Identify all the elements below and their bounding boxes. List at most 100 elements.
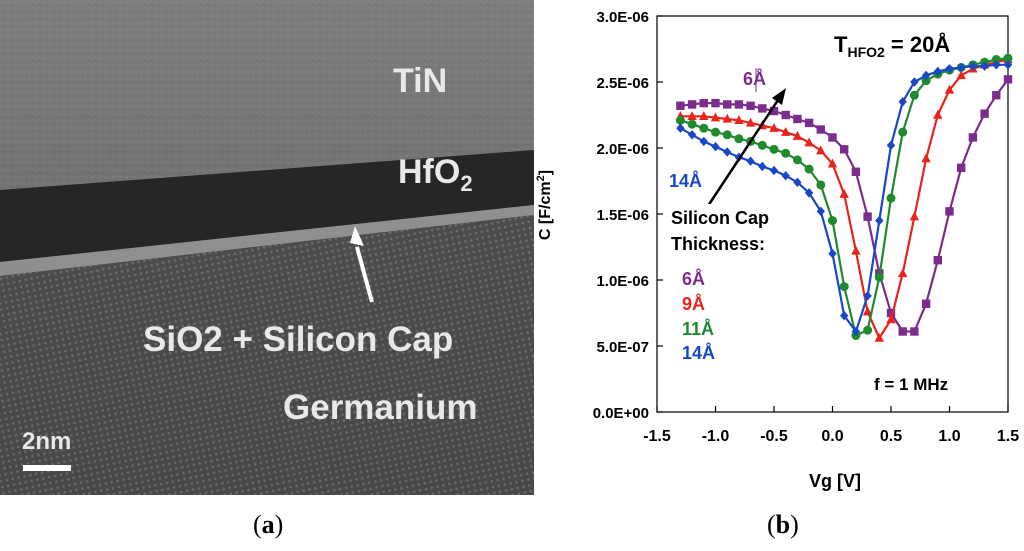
tem-image-texture: [0, 0, 534, 495]
caption-b: (b): [767, 510, 799, 540]
tem-micrograph: TiN HfO2 SiO2 + Silicon Cap Germanium 2n…: [0, 0, 534, 495]
y-tick-label: 0.0E+00: [593, 405, 649, 422]
data-point: [723, 147, 732, 157]
data-point: [886, 308, 896, 318]
data-point: [828, 216, 837, 226]
data-point: [863, 325, 873, 335]
hfo2-label: HfO2: [398, 153, 473, 197]
data-point: [734, 100, 744, 109]
caption-b-letter: b: [775, 510, 791, 539]
data-point: [886, 140, 896, 151]
legend-title-line2: Thickness:: [671, 234, 765, 254]
data-point: [921, 299, 931, 308]
data-point: [839, 282, 849, 292]
data-point: [711, 98, 720, 108]
y-tick-label: 2.0E-06: [596, 141, 649, 158]
y-tick-label: 2.5E-06: [596, 75, 649, 92]
data-point: [711, 127, 720, 137]
tin-label: TiN: [393, 62, 448, 100]
data-point: [711, 141, 720, 152]
data-point: [933, 256, 942, 265]
data-point: [734, 134, 744, 144]
data-point: [898, 327, 907, 336]
data-point: [710, 112, 721, 122]
data-point: [862, 306, 873, 316]
data-point: [910, 77, 919, 87]
data-point: [840, 145, 849, 154]
caption-b-open: (: [767, 510, 776, 539]
scale-bar: [23, 465, 71, 471]
data-point: [991, 55, 1001, 65]
legend-entry-14a: 14Å: [682, 343, 715, 363]
hfo2-label-base: HfO: [398, 153, 461, 191]
data-point: [722, 130, 732, 140]
legend-title-bg: [668, 204, 788, 256]
data-point: [699, 98, 708, 108]
cv-chart-panel: 0.0E+00 5.0E-07 1.0E-06 1.5E-06 2.0E-06 2.5E-…: [536, 0, 1024, 495]
caption-a: (a): [253, 510, 283, 540]
data-point: [827, 158, 838, 168]
hfo2-label-subscript: 2: [460, 170, 473, 196]
data-point: [687, 111, 697, 121]
data-point: [781, 171, 790, 181]
x-tick-label: 0.0: [821, 428, 843, 445]
data-point: [968, 133, 978, 142]
scale-bar-label: 2nm: [22, 428, 72, 455]
x-tick-label: -0.5: [760, 428, 788, 445]
data-point: [793, 177, 802, 188]
data-point: [944, 84, 955, 94]
legend-entry-6a: 6Å: [682, 269, 705, 289]
y-tick-label: 5.0E-07: [596, 339, 649, 356]
data-point: [757, 140, 767, 150]
data-point: [968, 61, 978, 71]
data-point: [676, 101, 685, 110]
data-point: [851, 326, 861, 337]
data-point: [945, 207, 954, 216]
thickness-top-label: 6Å: [743, 69, 766, 89]
data-point: [992, 91, 1001, 100]
data-point: [921, 70, 931, 81]
data-point: [828, 248, 837, 259]
data-point: [898, 127, 908, 137]
y-tick-label: 1.0E-06: [596, 273, 649, 290]
data-point: [863, 291, 872, 301]
cv-chart: 0.0E+00 5.0E-07 1.0E-06 1.5E-06 2.0E-06 2.5E-…: [536, 9, 1019, 491]
data-point: [1003, 53, 1013, 63]
data-point: [933, 109, 943, 119]
caption-b-close: ): [790, 510, 799, 539]
data-point: [745, 117, 756, 127]
data-point: [816, 125, 825, 134]
x-tick-label: -1.0: [702, 428, 730, 445]
data-point: [957, 163, 966, 172]
data-point: [699, 136, 708, 147]
data-point: [980, 61, 989, 71]
y-tick-label: 3.0E-06: [596, 9, 649, 26]
data-point: [816, 145, 826, 155]
data-point: [675, 115, 685, 125]
data-point: [828, 133, 837, 142]
data-point: [769, 165, 779, 176]
data-point: [758, 161, 767, 172]
data-point: [804, 137, 814, 147]
data-point: [769, 106, 779, 116]
data-point: [1003, 75, 1013, 84]
data-point: [909, 211, 920, 221]
x-tick-label: 1.5: [997, 428, 1019, 445]
data-point: [898, 268, 908, 278]
legend-entry-11a: 11Å: [682, 319, 714, 339]
data-point: [945, 64, 954, 74]
data-point: [874, 272, 884, 282]
germanium-label: Germanium: [283, 388, 478, 427]
chart-title: THFO2 = 20Å: [834, 31, 950, 60]
data-point: [874, 332, 884, 342]
data-point: [909, 90, 919, 100]
frequency-annotation: f = 1 MHz: [874, 375, 948, 394]
data-point: [886, 193, 896, 203]
x-tick-label: 0.5: [880, 428, 902, 445]
data-point: [781, 126, 791, 136]
data-point: [804, 164, 814, 174]
y-axis-label: C [F/cm2]: [536, 170, 554, 240]
data-point: [863, 212, 872, 221]
x-axis-label: Vg [V]: [809, 471, 861, 491]
caption-a-close: ): [274, 510, 284, 539]
